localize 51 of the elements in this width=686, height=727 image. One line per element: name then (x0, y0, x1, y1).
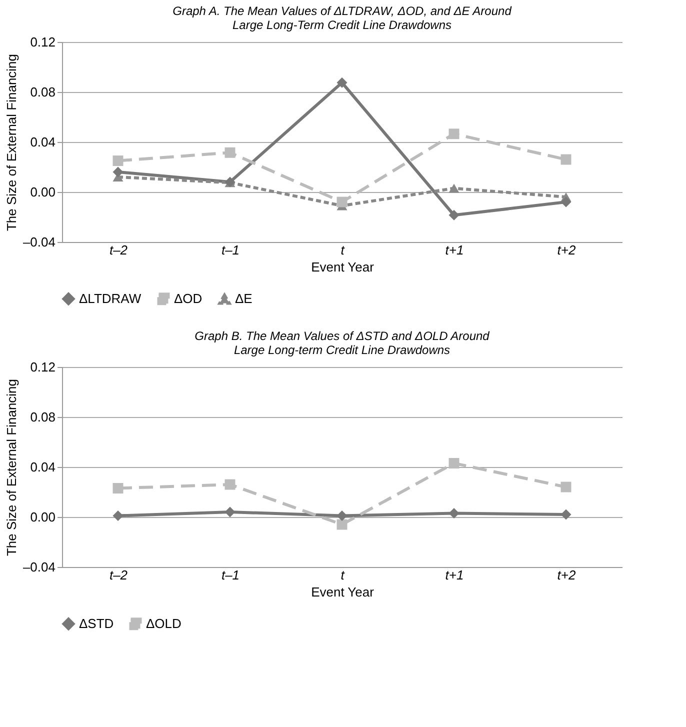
y-tick-label: 0.00 (30, 510, 56, 524)
legend-label: ΔOLD (146, 616, 182, 631)
point (336, 510, 348, 521)
point (448, 184, 460, 193)
point (336, 519, 348, 530)
point (560, 509, 572, 520)
y-tick-label: 0.12 (30, 360, 56, 374)
x-axis-title: Event Year (311, 260, 375, 274)
point (336, 77, 348, 88)
x-tick-label: t (340, 242, 346, 258)
x-tick-label: t (340, 568, 346, 582)
y-tick-label: 0.12 (30, 34, 56, 50)
point (112, 166, 124, 178)
y-tick-label: 0.08 (30, 84, 56, 100)
x-tick-label: t–2 (109, 242, 128, 258)
y-axis-title: The Size of External Financing (4, 378, 19, 556)
x-tick-label: t–1 (221, 568, 240, 582)
y-tick-label: –0.04 (22, 234, 56, 250)
chart-title: Graph A. The Mean Values of ΔLTDRAW, ΔOD, and ΔE Around Large Long-Term Credit Line Drawdowns (172, 4, 512, 32)
point (448, 508, 460, 518)
point (336, 196, 348, 208)
y-tick-label: –0.04 (22, 560, 56, 574)
y-axis-title: The Size of External Financing (4, 54, 19, 232)
point (560, 482, 572, 492)
point (224, 506, 236, 518)
point (224, 479, 236, 490)
x-axis-title: Event Year (311, 584, 375, 600)
x-tick-label: t–2 (109, 568, 128, 582)
legend-label: ΔSTD (79, 616, 114, 631)
x-tick-label: t+2 (557, 568, 576, 582)
point (560, 196, 572, 208)
point (112, 483, 124, 494)
legend-label: ΔE (235, 291, 253, 306)
x-tick-label: t+2 (557, 242, 576, 258)
legend-label: ΔLTDRAW (79, 290, 142, 306)
chart-title: Graph B. The Mean Values of ΔSTD and ΔOLD Around Large Long-term Credit Line Drawdowns (194, 329, 490, 357)
y-tick-label: 0.08 (30, 410, 56, 424)
y-tick-label: 0.04 (30, 460, 56, 474)
y-tick-label: 0.00 (30, 184, 56, 200)
point (448, 128, 460, 140)
x-tick-label: t+1 (445, 242, 464, 258)
point (224, 147, 236, 158)
x-tick-label: t–1 (221, 242, 240, 258)
point (448, 210, 460, 220)
point (560, 154, 572, 165)
y-tick-label: 0.04 (30, 134, 56, 150)
x-tick-label: t+1 (445, 568, 464, 582)
legend-label: ΔOD (174, 290, 202, 306)
point (448, 458, 460, 468)
point (112, 510, 124, 521)
point (112, 156, 124, 166)
